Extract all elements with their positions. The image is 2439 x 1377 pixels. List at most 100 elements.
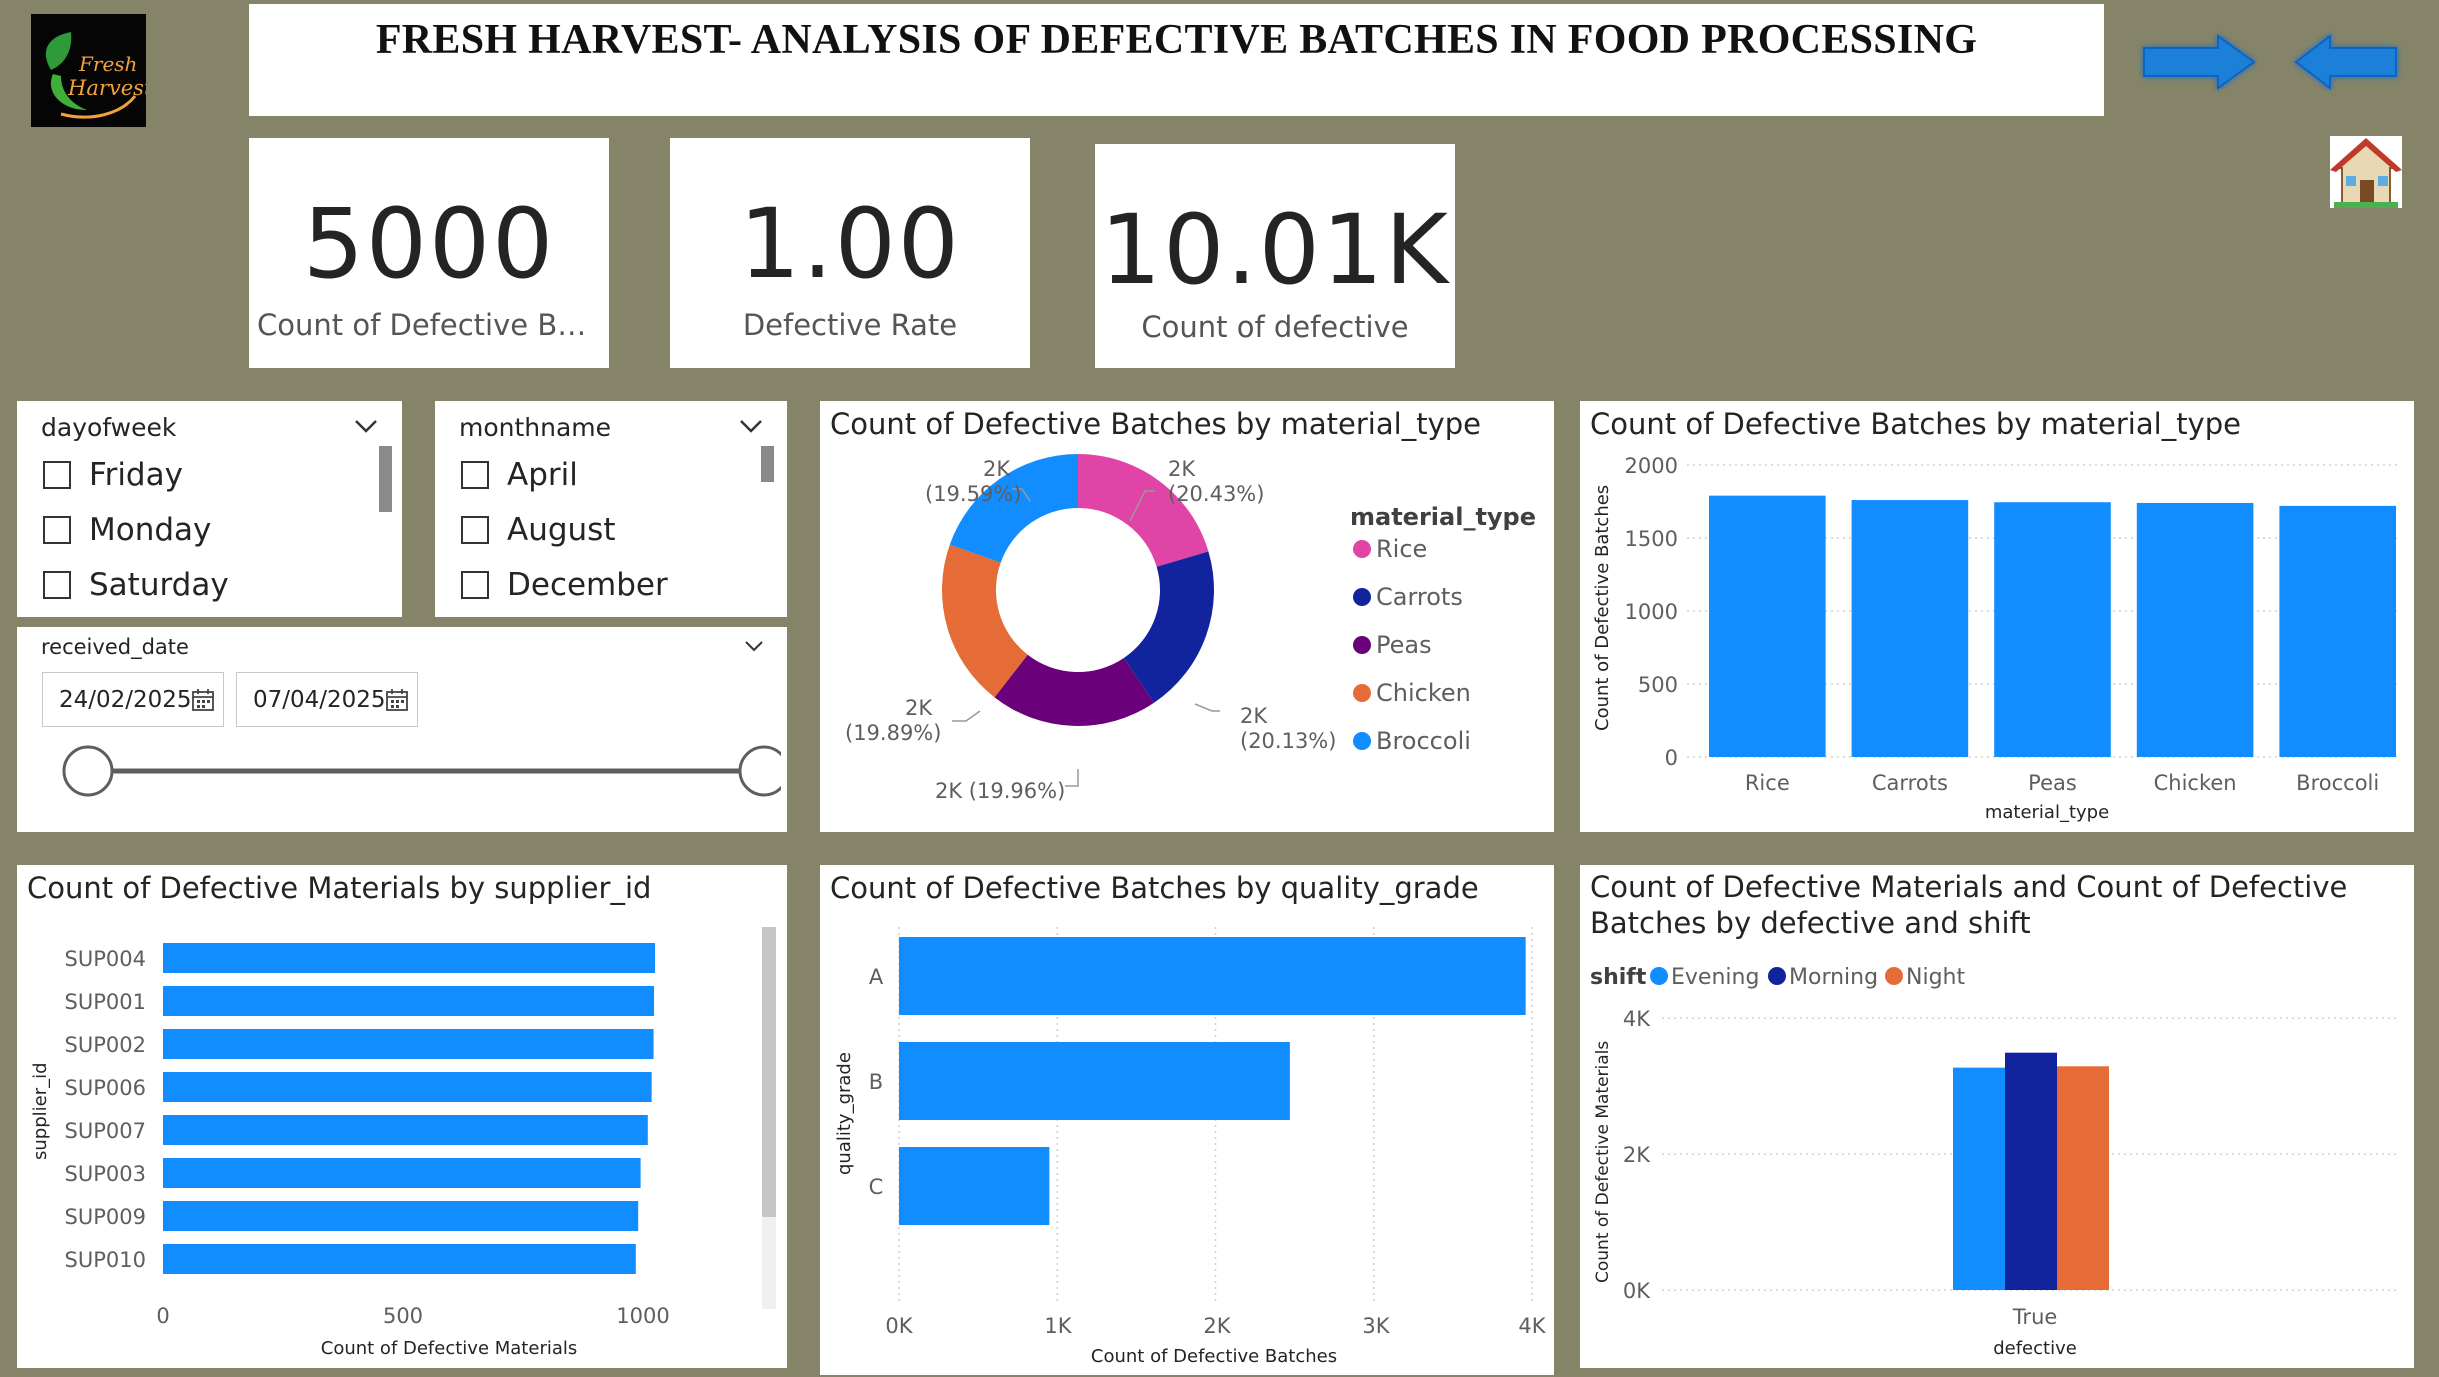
y-tick: A xyxy=(869,965,884,989)
x-tick: 3K xyxy=(1362,1314,1390,1338)
next-page-button[interactable] xyxy=(2138,30,2260,94)
y-axis-label: Count of Defective Batches xyxy=(1592,485,1613,731)
checkbox[interactable] xyxy=(461,516,489,544)
scrollbar[interactable] xyxy=(379,446,392,512)
bar-sup006[interactable] xyxy=(163,1072,652,1102)
x-tick: 500 xyxy=(383,1304,423,1328)
bar-grade-b[interactable] xyxy=(899,1042,1290,1120)
donut-slice-rice[interactable] xyxy=(1078,454,1209,567)
option-label: Friday xyxy=(89,457,183,493)
legend-item-peas[interactable]: Peas xyxy=(1376,631,1432,659)
checkbox[interactable] xyxy=(461,571,489,599)
x-tick: 2K xyxy=(1203,1314,1231,1338)
scrollbar-thumb[interactable] xyxy=(762,927,776,1217)
bar-sup010[interactable] xyxy=(163,1244,636,1274)
date-range-slider[interactable] xyxy=(41,735,781,805)
slice-label-peas: 2K (19.96%) xyxy=(935,779,1065,803)
donut-slice-peas[interactable] xyxy=(994,654,1155,726)
material-bar-chart[interactable]: 2000 1500 1000 500 0 Count of Defective … xyxy=(1580,401,2414,832)
slice-label-rice: 2K xyxy=(1168,457,1196,481)
chevron-down-icon[interactable] xyxy=(738,413,764,439)
slicer-option-saturday[interactable]: Saturday xyxy=(43,565,229,605)
y-tick: SUP001 xyxy=(65,990,146,1014)
supplier-bar-chart[interactable]: supplier_id 0 500 1000 Count of Defectiv… xyxy=(17,865,787,1368)
start-date-input[interactable]: 24/02/2025 xyxy=(42,672,224,727)
slice-label-chicken: 2K xyxy=(905,696,933,720)
kpi-value: 10.01K xyxy=(1100,194,1450,306)
slicer-option-august[interactable]: August xyxy=(461,510,616,550)
slicer-option-december[interactable]: December xyxy=(461,565,668,605)
donut-slice-chicken[interactable] xyxy=(942,544,1028,698)
y-axis-label: Count of Defective Materials xyxy=(1593,1041,1613,1283)
x-tick: 1K xyxy=(1044,1314,1072,1338)
bar-night[interactable] xyxy=(2057,1066,2109,1290)
chevron-down-icon[interactable] xyxy=(353,413,379,439)
legend-item-carrots[interactable]: Carrots xyxy=(1376,583,1463,611)
bar-sup004[interactable] xyxy=(163,943,655,973)
checkbox[interactable] xyxy=(461,461,489,489)
bar-broccoli[interactable] xyxy=(2279,505,2396,757)
quality-grade-bar-chart[interactable]: quality_grade 0K 1K 2K 3K 4K Count of De… xyxy=(820,865,1554,1375)
back-page-button[interactable] xyxy=(2290,30,2402,94)
slicer-option-april[interactable]: April xyxy=(461,455,578,495)
y-tick: C xyxy=(869,1175,884,1199)
legend-item-chicken[interactable]: Chicken xyxy=(1376,679,1471,707)
calendar-icon[interactable] xyxy=(191,688,215,712)
y-tick: 0 xyxy=(1665,746,1678,770)
bar-sup002[interactable] xyxy=(163,1029,654,1059)
x-tick: Carrots xyxy=(1872,771,1948,795)
bar-evening[interactable] xyxy=(1953,1067,2005,1290)
arrow-right-icon xyxy=(2143,34,2256,90)
donut-slice-carrots[interactable] xyxy=(1123,551,1214,703)
bar-carrots[interactable] xyxy=(1851,500,1969,757)
slicer-option-monday[interactable]: Monday xyxy=(43,510,211,550)
y-tick: SUP004 xyxy=(65,947,146,971)
slider-start-handle[interactable] xyxy=(62,745,114,797)
chart-title-line1: Count of Defective Materials and Count o… xyxy=(1590,870,2348,904)
legend-item-morning[interactable]: Morning xyxy=(1789,965,1878,990)
option-label: Monday xyxy=(89,512,212,548)
leaf-icon xyxy=(45,32,137,119)
option-label: December xyxy=(507,567,668,603)
y-tick: SUP007 xyxy=(65,1119,146,1143)
bar-sup001[interactable] xyxy=(163,986,655,1016)
legend-item-night[interactable]: Night xyxy=(1906,965,1965,990)
slicer-dayofweek: dayofweek Friday Monday Saturday xyxy=(17,401,402,617)
legend-item-rice[interactable]: Rice xyxy=(1376,535,1427,563)
start-date-value: 24/02/2025 xyxy=(59,686,192,713)
slice-label-carrots-pct: (20.13%) xyxy=(1240,729,1336,753)
checkbox[interactable] xyxy=(43,516,71,544)
bar-sup009[interactable] xyxy=(163,1201,639,1231)
bar-rice[interactable] xyxy=(1709,495,1826,757)
house-icon xyxy=(2330,136,2402,208)
bar-chicken[interactable] xyxy=(2136,502,2254,757)
legend-item-evening[interactable]: Evening xyxy=(1671,965,1759,990)
home-button[interactable] xyxy=(2326,132,2406,212)
slider-end-handle[interactable] xyxy=(738,745,781,797)
chevron-down-icon[interactable] xyxy=(743,635,765,657)
end-date-input[interactable]: 07/04/2025 xyxy=(236,672,418,727)
bar-peas[interactable] xyxy=(1994,502,2111,757)
bar-grade-c[interactable] xyxy=(899,1147,1050,1225)
bar-sup003[interactable] xyxy=(163,1158,641,1188)
checkbox[interactable] xyxy=(43,571,71,599)
legend-marker-carrots xyxy=(1353,588,1371,606)
donut-slice-broccoli[interactable] xyxy=(949,454,1078,563)
slicer-title: monthname xyxy=(459,413,612,442)
bar-morning[interactable] xyxy=(2005,1052,2057,1290)
slicer-option-friday[interactable]: Friday xyxy=(43,455,183,495)
calendar-icon[interactable] xyxy=(385,688,409,712)
legend-marker-peas xyxy=(1353,636,1371,654)
option-label: Saturday xyxy=(89,567,229,603)
chart-title: Count of Defective Batches by material_t… xyxy=(1590,407,2241,441)
legend-marker-night xyxy=(1885,967,1903,985)
chart-title-line2: Batches by defective and shift xyxy=(1590,906,2031,940)
checkbox[interactable] xyxy=(43,461,71,489)
donut-chart[interactable]: 2K (20.43%) 2K (20.13%) 2K (19.96%) 2K (… xyxy=(820,401,1554,832)
legend-item-broccoli[interactable]: Broccoli xyxy=(1376,727,1471,755)
scrollbar[interactable] xyxy=(761,446,774,482)
bar-grade-a[interactable] xyxy=(899,937,1526,1015)
bar-sup007[interactable] xyxy=(163,1115,648,1145)
arrow-left-icon xyxy=(2294,33,2397,91)
shift-bar-chart[interactable]: shift Evening Morning Night 4K 2K 0K Count… xyxy=(1580,865,2414,1368)
